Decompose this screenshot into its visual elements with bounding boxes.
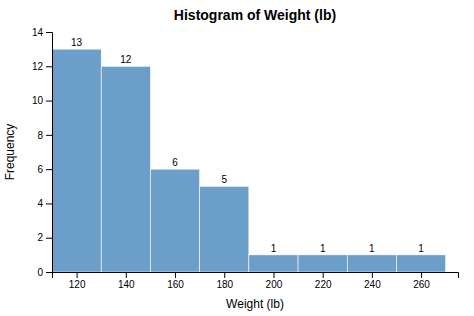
y-tick-label: 0 <box>37 267 43 278</box>
bars <box>52 49 446 272</box>
y-tick-mark <box>46 135 52 136</box>
x-tick: 200 <box>266 272 283 290</box>
x-tick-mark <box>421 272 422 278</box>
x-axis-title: Weight (lb) <box>226 297 284 311</box>
x-tick-label: 160 <box>167 279 184 290</box>
bar <box>101 66 150 272</box>
x-tick: 180 <box>216 272 233 290</box>
y-tick-label: 10 <box>32 95 44 106</box>
y-tick-label: 12 <box>32 61 44 72</box>
x-tick: 120 <box>69 272 86 290</box>
x-tick-mark <box>323 272 324 278</box>
plot: 120 140 160 180 200 220 240 260 0 2 4 6 8 10 12 14 13 12 6… <box>32 27 459 290</box>
x-tick: 160 <box>167 272 184 290</box>
x-tick-label: 220 <box>315 279 332 290</box>
data-label: 1 <box>369 243 375 254</box>
bar <box>200 186 249 272</box>
y-tick-mark <box>46 66 52 67</box>
bar <box>347 255 396 272</box>
bar <box>150 169 199 272</box>
bar <box>249 255 298 272</box>
data-label: 12 <box>120 54 132 65</box>
x-tick-label: 140 <box>118 279 135 290</box>
y-tick-mark <box>46 203 52 204</box>
y-tick: 4 <box>37 198 52 209</box>
data-label: 1 <box>271 243 277 254</box>
data-label: 1 <box>418 243 424 254</box>
x-tick: 260 <box>413 272 430 290</box>
y-tick-label: 4 <box>37 198 43 209</box>
y-axis-line <box>46 33 53 273</box>
y-tick: 14 <box>32 27 52 38</box>
y-tick-label: 2 <box>37 232 43 243</box>
x-tick: 240 <box>364 272 381 290</box>
y-tick-label: 14 <box>32 27 44 38</box>
y-tick-mark <box>46 238 52 239</box>
x-axis-line <box>53 273 459 279</box>
y-tick-mark <box>46 101 52 102</box>
x-tick-mark <box>224 272 225 278</box>
x-tick-label: 240 <box>364 279 381 290</box>
x-tick-mark <box>372 272 373 278</box>
y-tick-mark <box>46 272 52 273</box>
y-tick: 10 <box>32 95 52 106</box>
y-tick-mark <box>46 169 52 170</box>
data-label: 1 <box>320 243 326 254</box>
y-tick: 8 <box>37 130 52 141</box>
y-axis-title: Frequency <box>3 124 17 181</box>
y-tick: 6 <box>37 164 52 175</box>
data-labels: 13 12 6 5 1 1 1 1 <box>71 37 424 254</box>
x-tick: 140 <box>118 272 135 290</box>
x-tick-mark <box>175 272 176 278</box>
y-axis: 0 2 4 6 8 10 12 14 <box>32 27 53 278</box>
bar <box>298 255 347 272</box>
y-tick: 12 <box>32 61 52 72</box>
y-tick-mark <box>46 32 52 33</box>
bar <box>396 255 445 272</box>
x-tick-label: 180 <box>216 279 233 290</box>
title: Histogram of Weight (lb) <box>174 7 336 23</box>
data-label: 5 <box>221 174 227 185</box>
x-tick-mark <box>77 272 78 278</box>
x-tick-mark <box>273 272 274 278</box>
y-tick-label: 6 <box>37 164 43 175</box>
x-tick-mark <box>126 272 127 278</box>
y-tick: 0 <box>37 267 52 278</box>
bar <box>52 49 101 272</box>
data-label: 6 <box>172 157 178 168</box>
x-tick-label: 200 <box>266 279 283 290</box>
x-tick-label: 260 <box>413 279 430 290</box>
y-tick-label: 8 <box>37 130 43 141</box>
data-label: 13 <box>71 37 83 48</box>
y-tick: 2 <box>37 232 52 243</box>
x-axis: 120 140 160 180 200 220 240 260 <box>53 272 459 290</box>
x-tick-label: 120 <box>69 279 86 290</box>
x-tick: 220 <box>315 272 332 290</box>
chart: 120 140 160 180 200 220 240 260 0 2 4 6 8 10 12 14 13 12 6… <box>0 0 474 316</box>
